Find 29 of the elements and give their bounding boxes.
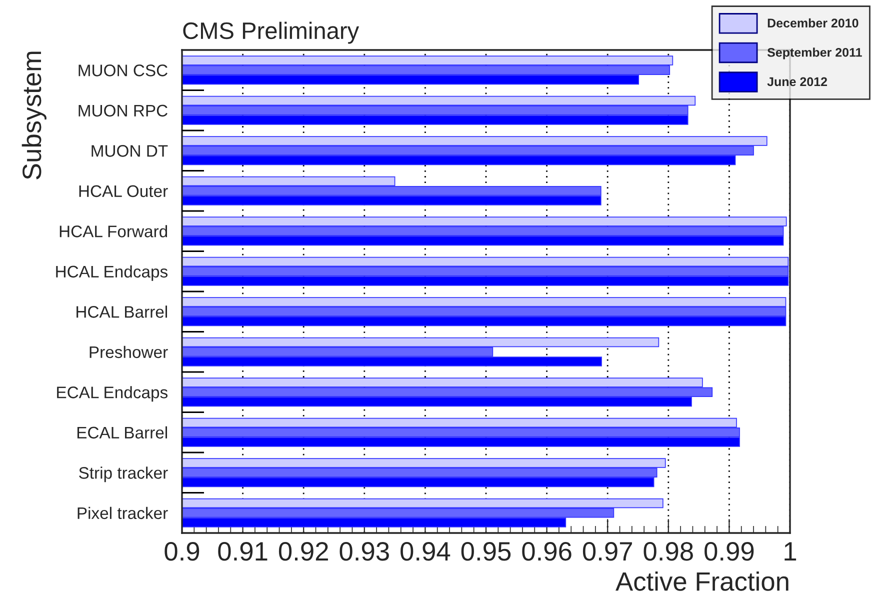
legend-label: September 2011 [767,48,862,60]
x-axis-title: Active Fraction [616,571,788,591]
y-tick-label: Preshower [90,346,168,358]
legend-label: June 2012 [767,77,828,86]
x-tick-label: 0.92 [278,542,328,561]
y-tick-label: HCAL Endcaps [56,265,168,281]
chart-title: CMS Preliminary [183,22,360,44]
x-tick-label: 0.97 [582,542,632,561]
y-axis-title: Subsystem [22,52,46,180]
x-tick-label: 0.94 [400,542,450,561]
y-tick-label: ECAL Endcaps [57,386,168,402]
x-tick-label: 0.98 [644,542,693,561]
x-tick-label: 0.9 [164,542,200,561]
y-tick-label: Pixel tracker [78,506,168,520]
x-tick-label: 0.93 [340,542,389,561]
x-tick-label: 0.91 [218,542,268,561]
y-tick-label: HCAL Forward [60,225,168,238]
x-tick-label: 0.99 [704,542,754,561]
y-tick-label: ECAL Barrel [77,426,167,439]
y-tick-label: MUON DT [92,145,168,157]
y-tick-label: HCAL Outer [79,185,168,198]
x-tick-label: 0.95 [461,542,511,561]
y-tick-label: MUON RPC [78,104,168,117]
y-tick-label: MUON CSC [78,64,168,76]
x-tick-label: 1 [784,542,796,560]
y-tick-label: Strip tracker [79,466,168,482]
x-tick-label: 0.96 [522,542,572,561]
y-tick-label: HCAL Barrel [76,306,167,318]
legend-label: December 2010 [768,18,858,28]
